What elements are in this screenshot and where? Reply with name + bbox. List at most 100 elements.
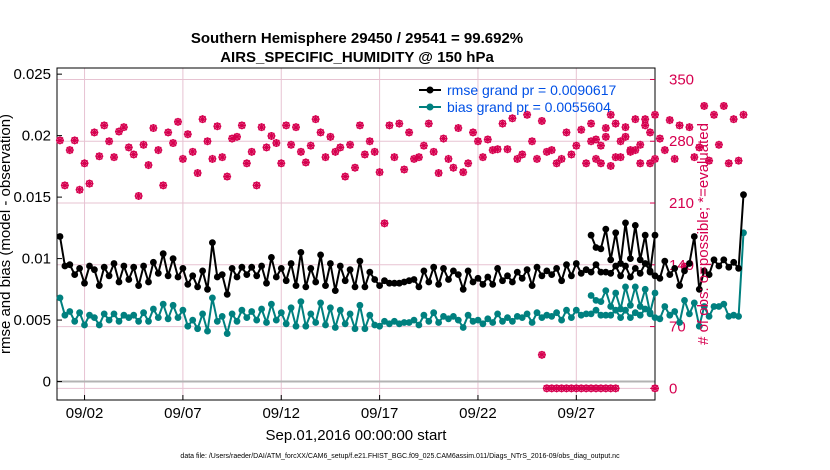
- bias-point: [558, 316, 565, 324]
- bias-point: [523, 310, 531, 318]
- obs-evaluated-marker: [410, 154, 419, 163]
- chart-title: Southern Hemisphere 29450 / 29541 = 99.6…: [191, 30, 523, 47]
- obs-point: [232, 132, 241, 141]
- rmse-point: [169, 255, 177, 262]
- obs-evaluated-marker: [577, 384, 586, 393]
- rmse-series: [56, 191, 747, 298]
- obs-point: [110, 153, 119, 162]
- obs-point: [532, 154, 541, 163]
- obs-point: [341, 172, 350, 181]
- obs-evaluated-marker: [464, 159, 473, 168]
- obs-evaluated-marker: [237, 121, 246, 130]
- bias-point: [91, 314, 98, 321]
- x-tick-label: 09/22: [459, 405, 497, 422]
- obs-point: [188, 147, 197, 156]
- obs-evaluated-marker: [365, 137, 374, 146]
- obs-evaluated-marker: [513, 154, 522, 163]
- obs-evaluated-marker: [188, 147, 197, 156]
- rmse-point: [695, 285, 703, 293]
- obs-point: [596, 141, 605, 150]
- rmse-point: [484, 273, 492, 281]
- bias-point: [582, 310, 590, 318]
- rmse-point: [184, 281, 192, 288]
- bias-point: [223, 330, 231, 337]
- bias-point: [631, 283, 639, 291]
- rmse-point: [233, 273, 241, 281]
- bias-point: [189, 316, 197, 324]
- obs-evaluated-marker: [232, 132, 241, 141]
- rmse-point: [730, 258, 738, 266]
- obs-evaluated-marker: [729, 115, 738, 124]
- obs-evaluated-marker: [631, 146, 640, 155]
- obs-point: [306, 141, 315, 150]
- obs-evaluated-marker: [582, 384, 591, 393]
- left-tick-label: 0: [43, 374, 51, 391]
- bias-point: [735, 313, 742, 320]
- bias-point: [277, 309, 285, 317]
- rmse-point: [440, 265, 447, 272]
- obs-evaluated-marker: [282, 121, 291, 130]
- obs-evaluated-marker: [621, 123, 630, 132]
- obs-evaluated-marker: [483, 135, 492, 144]
- legend-bias-label: bias grand pr = 0.0055604: [447, 99, 611, 115]
- rmse-point: [228, 265, 236, 272]
- obs-point: [257, 123, 266, 132]
- obs-evaluated-marker: [739, 110, 748, 119]
- obs-point: [562, 128, 571, 137]
- obs-point: [365, 137, 374, 146]
- obs-point: [370, 147, 379, 156]
- rmse-point: [297, 249, 305, 256]
- obs-evaluated-marker: [577, 125, 586, 134]
- rmse-point: [410, 276, 418, 283]
- obs-evaluated-marker: [154, 146, 163, 155]
- obs-evaluated-marker: [55, 136, 64, 145]
- bias-point: [400, 319, 408, 326]
- rmse-point: [568, 272, 575, 280]
- bias-point: [317, 299, 324, 307]
- rmse-point: [125, 276, 133, 283]
- obs-point: [390, 153, 399, 162]
- obs-point: [105, 137, 114, 146]
- bias-point: [450, 313, 457, 320]
- obs-count-series: [55, 101, 748, 393]
- obs-evaluated-marker: [641, 121, 650, 130]
- bias-point: [415, 321, 423, 329]
- rmse-point: [631, 222, 639, 229]
- bias-point: [563, 306, 570, 314]
- obs-evaluated-marker: [301, 158, 310, 167]
- obs-evaluated-marker: [616, 137, 625, 146]
- obs-evaluated-marker: [178, 154, 187, 163]
- obs-evaluated-marker: [321, 153, 330, 162]
- obs-evaluated-marker: [193, 169, 202, 178]
- obs-point: [213, 122, 222, 131]
- obs-point: [616, 153, 625, 162]
- obs-point: [375, 168, 384, 177]
- obs-point: [395, 119, 404, 128]
- obs-point: [326, 132, 335, 141]
- obs-point: [198, 115, 207, 124]
- obs-point: [513, 154, 522, 163]
- rmse-point: [199, 267, 207, 275]
- rmse-point: [681, 267, 688, 275]
- legend-bias-marker: [426, 103, 434, 111]
- bias-point: [307, 310, 315, 318]
- bias-point: [494, 310, 501, 318]
- obs-point: [70, 136, 79, 145]
- bias-point: [174, 314, 182, 321]
- obs-evaluated-marker: [375, 168, 384, 177]
- x-tick-label: 09/27: [558, 405, 596, 422]
- bias-point: [651, 289, 659, 297]
- right-tick-label: 0: [669, 380, 677, 397]
- obs-point: [611, 119, 620, 128]
- obs-evaluated-marker: [596, 159, 605, 168]
- bias-point: [489, 319, 497, 326]
- obs-evaluated-marker: [567, 150, 576, 159]
- rmse-point: [577, 269, 585, 277]
- rmse-point: [391, 279, 398, 287]
- bias-point: [671, 308, 679, 315]
- obs-point: [641, 115, 650, 124]
- rmse-point: [189, 272, 197, 280]
- obs-point: [95, 152, 104, 161]
- obs-evaluated-marker: [557, 384, 566, 393]
- obs-point: [537, 350, 546, 359]
